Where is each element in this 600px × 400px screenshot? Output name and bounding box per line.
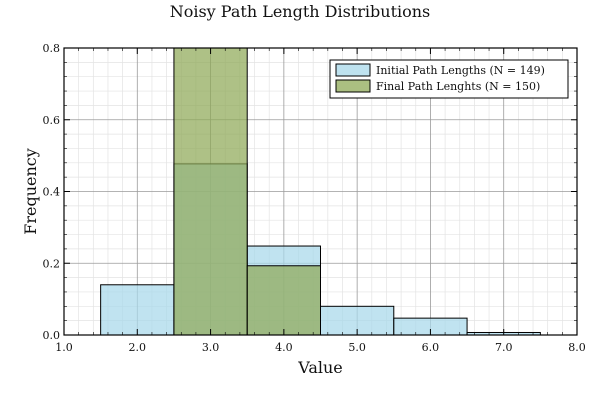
x-tick-label: 3.0 (202, 341, 220, 354)
x-tick-label: 8.0 (568, 341, 586, 354)
y-tick-label: 0.0 (43, 329, 61, 342)
y-tick-label: 0.8 (43, 42, 61, 55)
y-tick-label: 0.2 (43, 257, 61, 270)
x-tick-label: 5.0 (348, 341, 366, 354)
legend-swatch-initial (335, 63, 371, 77)
legend-label-final: Final Path Lenghts (N = 150) (376, 80, 540, 93)
y-tick-label: 0.6 (43, 114, 61, 127)
x-axis-label: Value (297, 358, 343, 377)
x-tick-labels: 1.0 2.0 3.0 4.0 5.0 6.0 7.0 8.0 (55, 341, 586, 354)
x-tick-label: 2.0 (129, 341, 147, 354)
y-axis-label: Frequency (21, 148, 40, 235)
x-tick-label: 7.0 (495, 341, 513, 354)
x-tick-label: 1.0 (55, 341, 73, 354)
legend-label-initial: Initial Path Lengths (N = 149) (376, 64, 545, 77)
bar-series-0 (100, 284, 175, 336)
axis-ticks (63, 47, 578, 336)
legend-swatch-final (335, 79, 371, 93)
x-tick-label: 4.0 (275, 341, 293, 354)
legend: Initial Path Lengths (N = 149) Final Pat… (329, 59, 569, 99)
chart-title: Noisy Path Length Distributions (170, 2, 431, 21)
y-tick-label: 0.4 (43, 186, 61, 199)
x-tick-label: 6.0 (422, 341, 440, 354)
bar-series-1 (173, 47, 248, 336)
y-tick-labels: 0.0 0.2 0.4 0.6 0.8 (43, 42, 61, 342)
bar-series-1 (246, 265, 321, 336)
histogram-bars (100, 47, 541, 336)
